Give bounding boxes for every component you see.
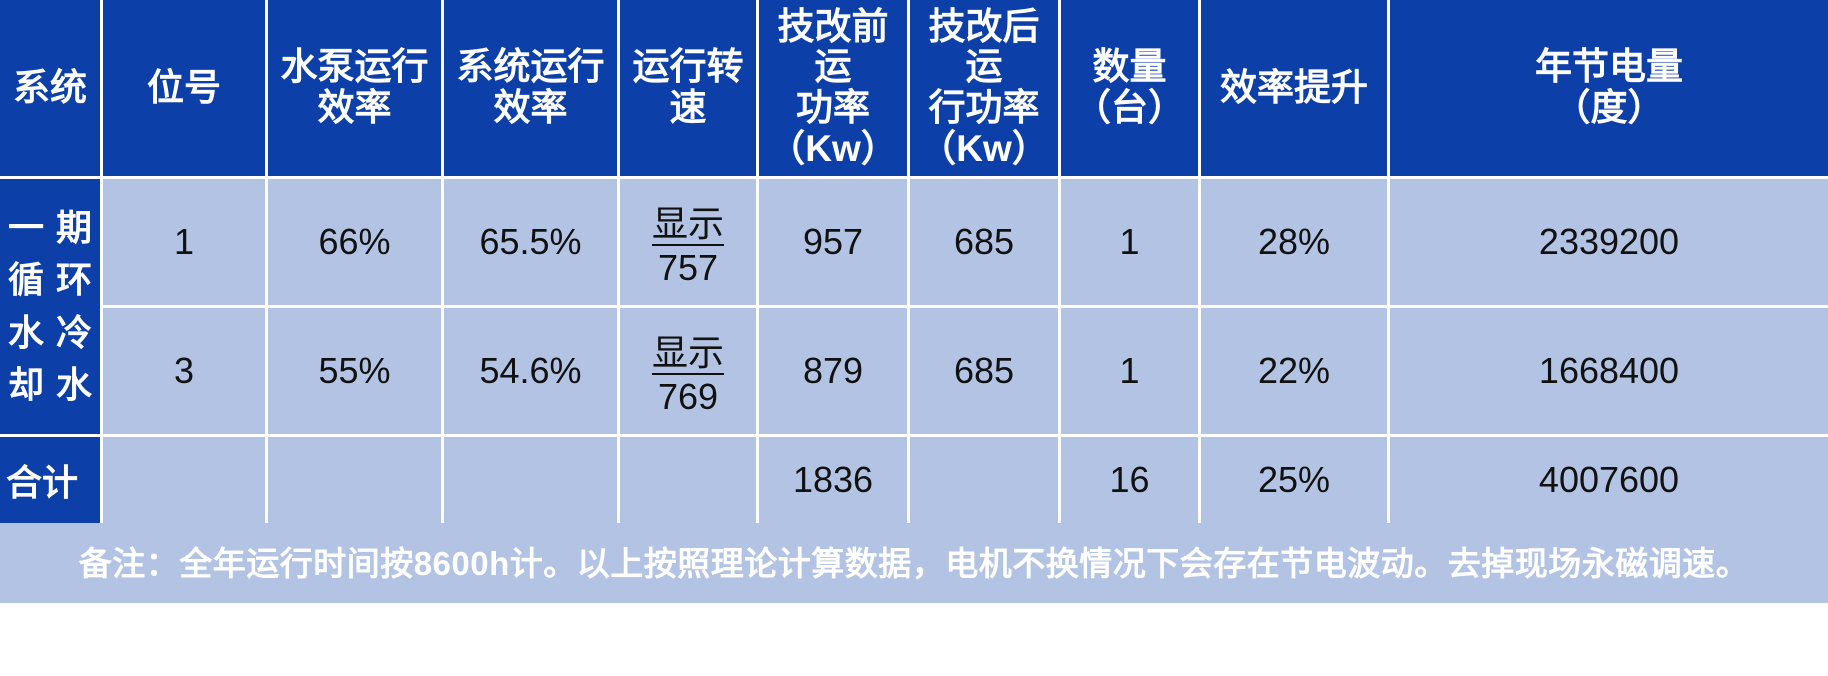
- column-header-system-efficiency: 系统运行 效率: [444, 0, 620, 179]
- cell-annual-saving: 2339200: [1390, 179, 1828, 308]
- cell-power-before: 879: [759, 308, 910, 437]
- cell-running-speed: 显示757: [620, 179, 759, 308]
- table-body: 一 期 循 环 水 冷 却水 1 66% 65.5% 显示757 957 685…: [0, 179, 1828, 523]
- cell-tag: 3: [103, 308, 268, 437]
- total-cell-system-efficiency: [444, 437, 620, 523]
- total-cell-running-speed: [620, 437, 759, 523]
- system-label-line-4: 却水: [8, 363, 92, 405]
- cell-running-speed-value: 769: [657, 376, 719, 417]
- cell-efficiency-gain: 28%: [1201, 179, 1390, 308]
- cell-quantity: 1: [1061, 179, 1201, 308]
- cell-power-after: 685: [910, 179, 1061, 308]
- cell-system-efficiency: 54.6%: [444, 308, 620, 437]
- total-cell-efficiency-gain: 25%: [1201, 437, 1390, 523]
- system-label-line-3: 水 冷: [8, 311, 92, 353]
- cell-efficiency-gain: 22%: [1201, 308, 1390, 437]
- total-cell-annual-saving: 4007600: [1390, 437, 1828, 523]
- total-cell-power-after: [910, 437, 1061, 523]
- column-header-system: 系统: [0, 0, 103, 179]
- cell-power-after: 685: [910, 308, 1061, 437]
- total-cell-power-before: 1836: [759, 437, 910, 523]
- system-group-label: 一 期 循 环 水 冷 却水: [0, 179, 103, 437]
- column-header-quantity: 数量 （台）: [1061, 0, 1201, 179]
- table-row: 3 55% 54.6% 显示769 879 685 1 22% 1668400: [0, 308, 1828, 437]
- column-header-power-after: 技改后运 行功率 （Kw）: [910, 0, 1061, 179]
- cell-system-efficiency: 65.5%: [444, 179, 620, 308]
- cell-running-speed-value: 757: [657, 247, 719, 288]
- cell-quantity: 1: [1061, 308, 1201, 437]
- cell-pump-efficiency: 55%: [268, 308, 444, 437]
- total-cell-quantity: 16: [1061, 437, 1201, 523]
- cell-running-speed: 显示769: [620, 308, 759, 437]
- system-label-line-2: 循 环: [8, 259, 92, 301]
- table-total-row: 合计 1836 16 25% 4007600: [0, 437, 1828, 523]
- table-row: 一 期 循 环 水 冷 却水 1 66% 65.5% 显示757 957 685…: [0, 179, 1828, 437]
- total-cell-pump-efficiency: [268, 437, 444, 523]
- cell-power-before: 957: [759, 179, 910, 308]
- column-header-annual-saving: 年节电量 （度）: [1390, 0, 1828, 179]
- column-header-pump-efficiency: 水泵运行 效率: [268, 0, 444, 179]
- column-header-tag: 位号: [103, 0, 268, 179]
- cell-running-speed-prefix: 显示: [651, 332, 724, 375]
- cell-running-speed-prefix: 显示: [651, 203, 724, 246]
- column-header-running-speed: 运行转 速: [620, 0, 759, 179]
- column-header-power-before: 技改前运 功率 （Kw）: [759, 0, 910, 179]
- total-cell-tag: [103, 437, 268, 523]
- header-row: 系统 位号 水泵运行 效率 系统运行 效率 运行转 速 技改前运 功率 （Kw）…: [0, 0, 1828, 179]
- column-header-efficiency-gain: 效率提升: [1201, 0, 1390, 179]
- cell-annual-saving: 1668400: [1390, 308, 1828, 437]
- total-row-label: 合计: [0, 437, 103, 523]
- cell-tag: 1: [103, 179, 268, 308]
- system-label-line-1: 一 期: [8, 207, 92, 249]
- energy-savings-table: 系统 位号 水泵运行 效率 系统运行 效率 运行转 速 技改前运 功率 （Kw）…: [0, 0, 1828, 523]
- table-header: 系统 位号 水泵运行 效率 系统运行 效率 运行转 速 技改前运 功率 （Kw）…: [0, 0, 1828, 179]
- footer-note: 备注：全年运行时间按8600h计。以上按照理论计算数据，电机不换情况下会存在节电…: [0, 523, 1828, 603]
- cell-pump-efficiency: 66%: [268, 179, 444, 308]
